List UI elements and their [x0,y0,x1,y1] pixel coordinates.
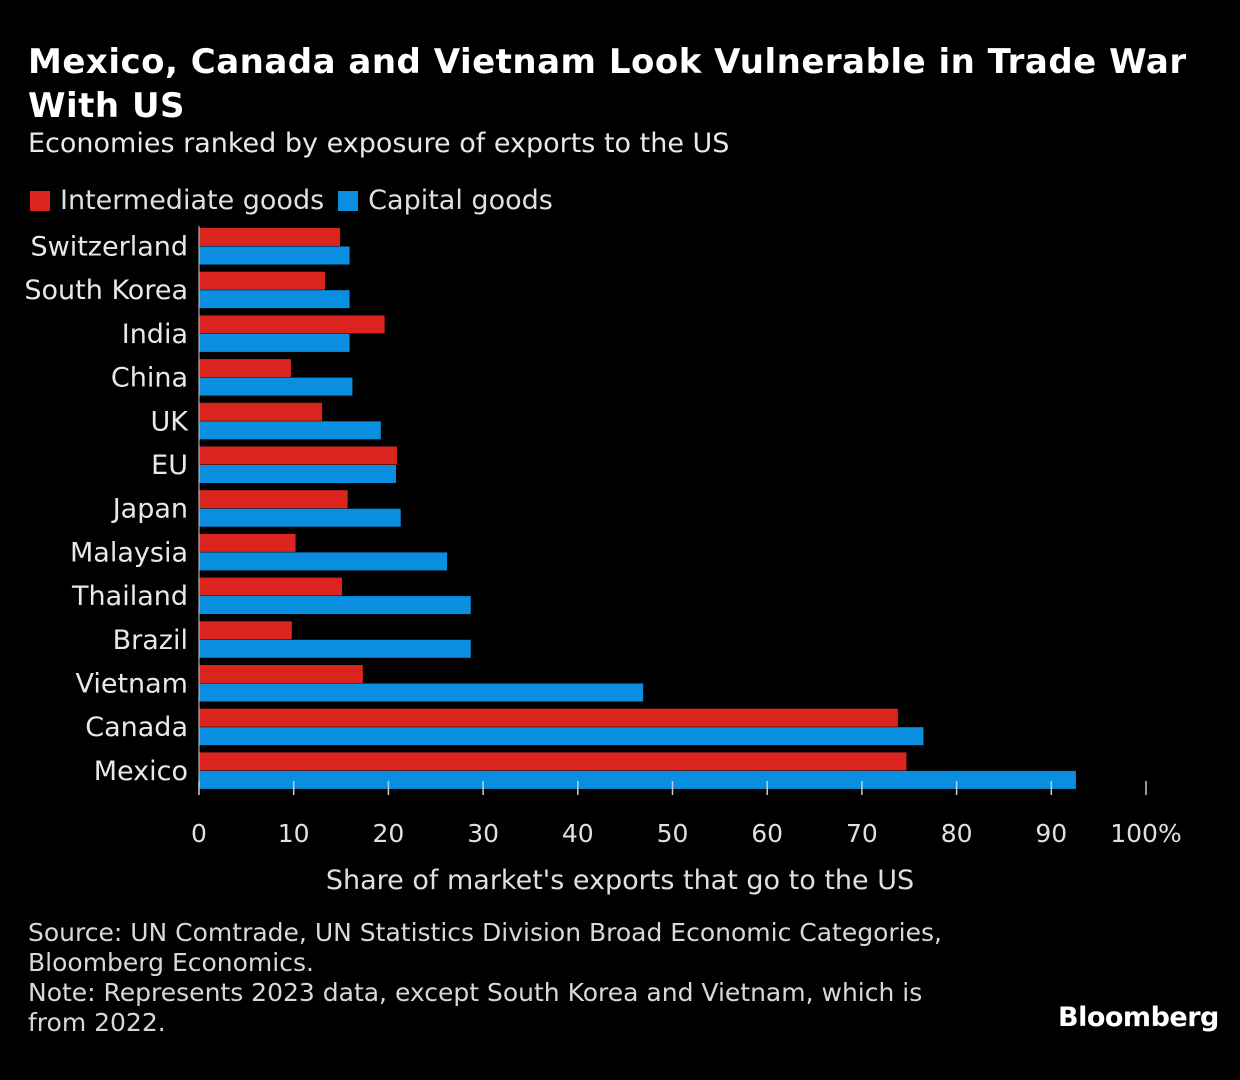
x-tick-label: 50 [657,819,689,848]
category-label: Vietnam [75,669,188,700]
bar-intermediate [199,533,296,552]
category-label: China [111,363,188,394]
x-tick-label: 40 [562,819,594,848]
legend-swatch-intermediate [30,190,50,211]
bar-capital [199,727,924,746]
category-label: Malaysia [70,537,188,568]
legend-label-capital: Capital goods [368,185,553,216]
category-label: Thailand [71,581,188,612]
bar-capital [199,552,448,571]
bar-capital [199,377,353,396]
bar-intermediate [199,708,898,727]
bar-intermediate [199,359,291,378]
x-axis-label: Share of market's exports that go to the… [326,865,914,896]
x-tick-label: 90 [1035,819,1067,848]
chart-title: Mexico, Canada and Vietnam Look Vulnerab… [28,42,1187,126]
category-label: Japan [111,494,188,525]
chart-subtitle: Economies ranked by exposure of exports … [28,128,730,159]
bloomberg-logo: Bloomberg [1058,1002,1219,1033]
bar-intermediate [199,490,348,509]
bar-capital [199,683,644,702]
x-tick-label: 10 [278,819,310,848]
bar-intermediate [199,315,385,334]
bar-intermediate [199,228,341,246]
note-text: Note: Represents 2023 data, except South… [28,978,923,1037]
x-tick-label: 0 [191,819,207,848]
footnote: Source: UN Comtrade, UN Statistics Divis… [28,918,948,1038]
bar-intermediate [199,446,397,465]
bar-capital [199,770,1076,789]
legend-item-intermediate: Intermediate goods [30,185,324,216]
legend-label-intermediate: Intermediate goods [60,185,325,216]
x-tick-label: 60 [751,819,783,848]
bar-intermediate [199,752,907,771]
legend-swatch-capital [338,190,359,211]
bar-capital [199,596,471,615]
category-label: EU [151,450,188,481]
bar-capital [199,246,350,265]
category-label: India [122,319,188,350]
category-label: Switzerland [31,232,189,263]
bar-intermediate [199,271,325,290]
bar-capital [199,421,381,440]
x-tick-label: 20 [372,819,404,848]
bar-intermediate [199,577,342,596]
x-tick-label: 30 [467,819,499,848]
bar-capital [199,465,396,483]
category-label: Mexico [94,756,188,787]
legend-item-capital: Capital goods [338,185,553,216]
bar-intermediate [199,665,363,683]
bar-capital [199,290,350,309]
x-tick-label: 80 [941,819,973,848]
category-label: UK [151,406,190,437]
x-tick-label: 70 [846,819,878,848]
x-tick-label: 100% [1110,819,1181,848]
bar-capital [199,639,471,658]
category-label: Canada [85,712,188,743]
bar-capital [199,333,350,352]
category-label: South Korea [24,275,188,306]
category-label: Brazil [113,625,188,656]
bar-intermediate [199,621,292,640]
bar-intermediate [199,402,323,421]
legend: Intermediate goods Capital goods [30,185,567,216]
source-text: Source: UN Comtrade, UN Statistics Divis… [28,918,942,977]
bar-capital [199,508,401,527]
